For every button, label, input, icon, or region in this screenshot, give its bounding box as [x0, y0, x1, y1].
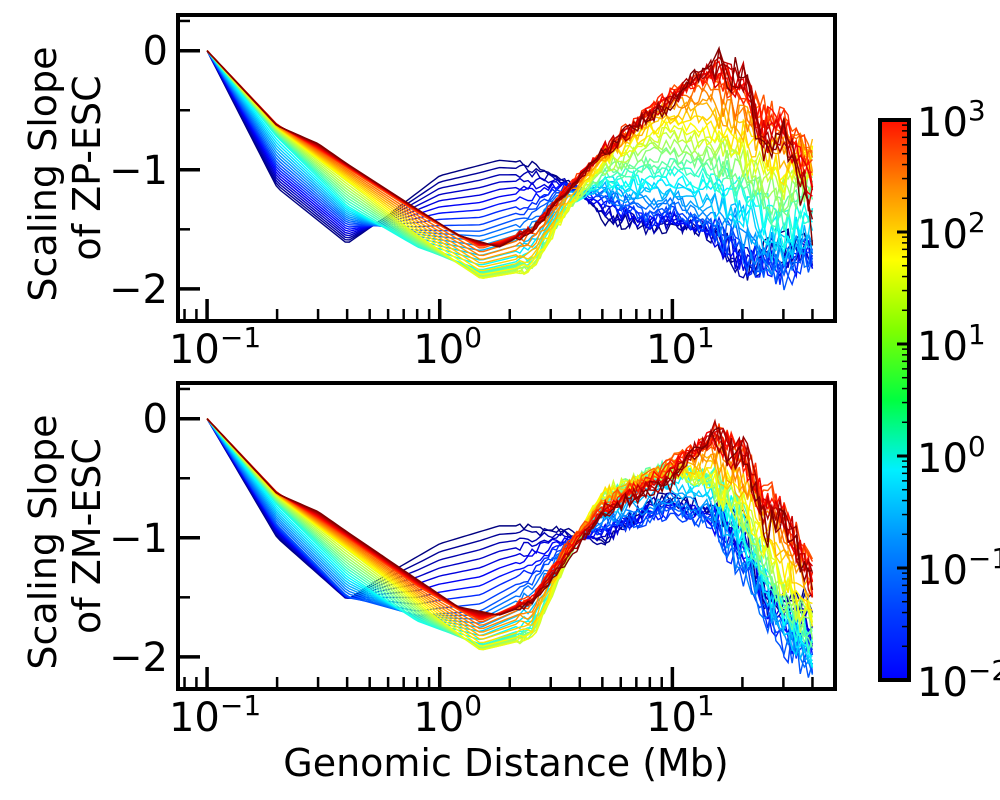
y-tick-label: −2	[109, 635, 168, 681]
y-axis-label-top-line1: Scaling Slope	[21, 46, 65, 301]
series-line	[206, 50, 814, 285]
series-line	[206, 418, 814, 675]
y-axis-label-top: Scaling Slope of ZP-ESC	[21, 34, 109, 301]
colorbar-frame	[878, 118, 911, 682]
colorbar-tick-label-exponent: 3	[968, 94, 986, 127]
x-tick-label-base: 10	[646, 695, 697, 741]
series-line	[206, 50, 814, 277]
x-tick-label: 100	[413, 689, 482, 741]
x-tick-label: 10−1	[169, 321, 261, 373]
y-axis-label-bottom-line1: Scaling Slope	[21, 414, 65, 669]
series-line	[206, 50, 814, 278]
plot-frame-bottom	[176, 381, 837, 691]
colorbar-tick-label: 101	[917, 318, 986, 370]
colorbar-tick-label-exponent: −1	[968, 542, 1000, 575]
series-line	[206, 418, 813, 662]
series-line	[206, 50, 814, 272]
x-tick-label-exponent: 1	[697, 321, 715, 354]
series-line	[206, 50, 814, 271]
y-tick-label: −1	[109, 516, 168, 562]
series-line	[206, 50, 814, 253]
colorbar-tick-label: 103	[917, 94, 986, 146]
series-line	[206, 50, 813, 287]
series-line	[206, 418, 813, 616]
series-lines-top	[206, 45, 814, 291]
colorbar-tick-label-base: 10	[917, 436, 968, 482]
colorbar-tick-label-base: 10	[917, 548, 968, 594]
x-tick-label: 101	[646, 321, 715, 373]
series-lines-bottom	[206, 418, 814, 678]
y-tick-label: −2	[109, 267, 168, 313]
x-tick-label: 10−1	[169, 689, 261, 741]
colorbar-tick-label-exponent: 1	[968, 318, 986, 351]
x-tick-label-base: 10	[646, 327, 697, 373]
y-axis-label-bottom: Scaling Slope of ZM-ESC	[21, 402, 109, 669]
y-tick-label: 0	[143, 397, 168, 443]
x-tick-label-base: 10	[169, 695, 220, 741]
colorbar-tick-label: 102	[917, 206, 986, 258]
y-axis-label-bottom-line2: of ZM-ESC	[65, 438, 109, 634]
x-tick-label-base: 10	[413, 695, 464, 741]
series-line	[206, 418, 814, 654]
series-line	[206, 50, 814, 276]
x-tick-label: 100	[413, 321, 482, 373]
x-tick-label: 101	[646, 689, 715, 741]
y-tick-label: 0	[143, 29, 168, 75]
x-tick-label-exponent: 1	[697, 689, 715, 722]
colorbar-tick-label: 100	[917, 430, 986, 482]
colorbar-tick-label-exponent: −2	[968, 654, 1000, 687]
colorbar-tick-label-exponent: 2	[968, 206, 986, 239]
series-line	[206, 50, 814, 276]
series-line	[206, 418, 814, 669]
x-tick-label-base: 10	[413, 327, 464, 373]
colorbar-fill	[880, 120, 909, 680]
series-line	[206, 418, 813, 658]
series-line	[206, 418, 814, 630]
colorbar-tick-label-exponent: 0	[968, 430, 986, 463]
x-tick-label-exponent: 0	[464, 321, 482, 354]
x-tick-label-exponent: 0	[464, 689, 482, 722]
series-line	[206, 50, 814, 279]
colorbar-tick-label: 10−2	[917, 654, 1000, 706]
series-line	[206, 50, 813, 277]
colorbar-tick-label-base: 10	[917, 100, 968, 146]
colorbar-tick-label: 10−1	[917, 542, 1000, 594]
y-tick-label: −1	[109, 148, 168, 194]
series-line	[206, 50, 814, 274]
series-line	[206, 418, 814, 665]
colorbar-tick-label-base: 10	[917, 324, 968, 370]
series-line	[206, 45, 814, 248]
series-line	[206, 50, 814, 273]
plot-frame-top	[176, 13, 837, 323]
x-tick-label-base: 10	[169, 327, 220, 373]
x-tick-label-exponent: −1	[220, 321, 261, 354]
series-line	[206, 50, 813, 268]
x-tick-label-exponent: −1	[220, 689, 261, 722]
x-axis-label: Genomic Distance (Mb)	[283, 741, 729, 785]
series-line	[206, 50, 814, 277]
series-line	[206, 50, 814, 257]
y-axis-label-top-line2: of ZP-ESC	[65, 75, 109, 260]
series-line	[206, 50, 813, 262]
series-line	[206, 50, 814, 261]
series-line	[206, 50, 814, 264]
colorbar-tick-label-base: 10	[917, 212, 968, 258]
series-line	[206, 50, 814, 278]
colorbar-tick-label-base: 10	[917, 660, 968, 706]
